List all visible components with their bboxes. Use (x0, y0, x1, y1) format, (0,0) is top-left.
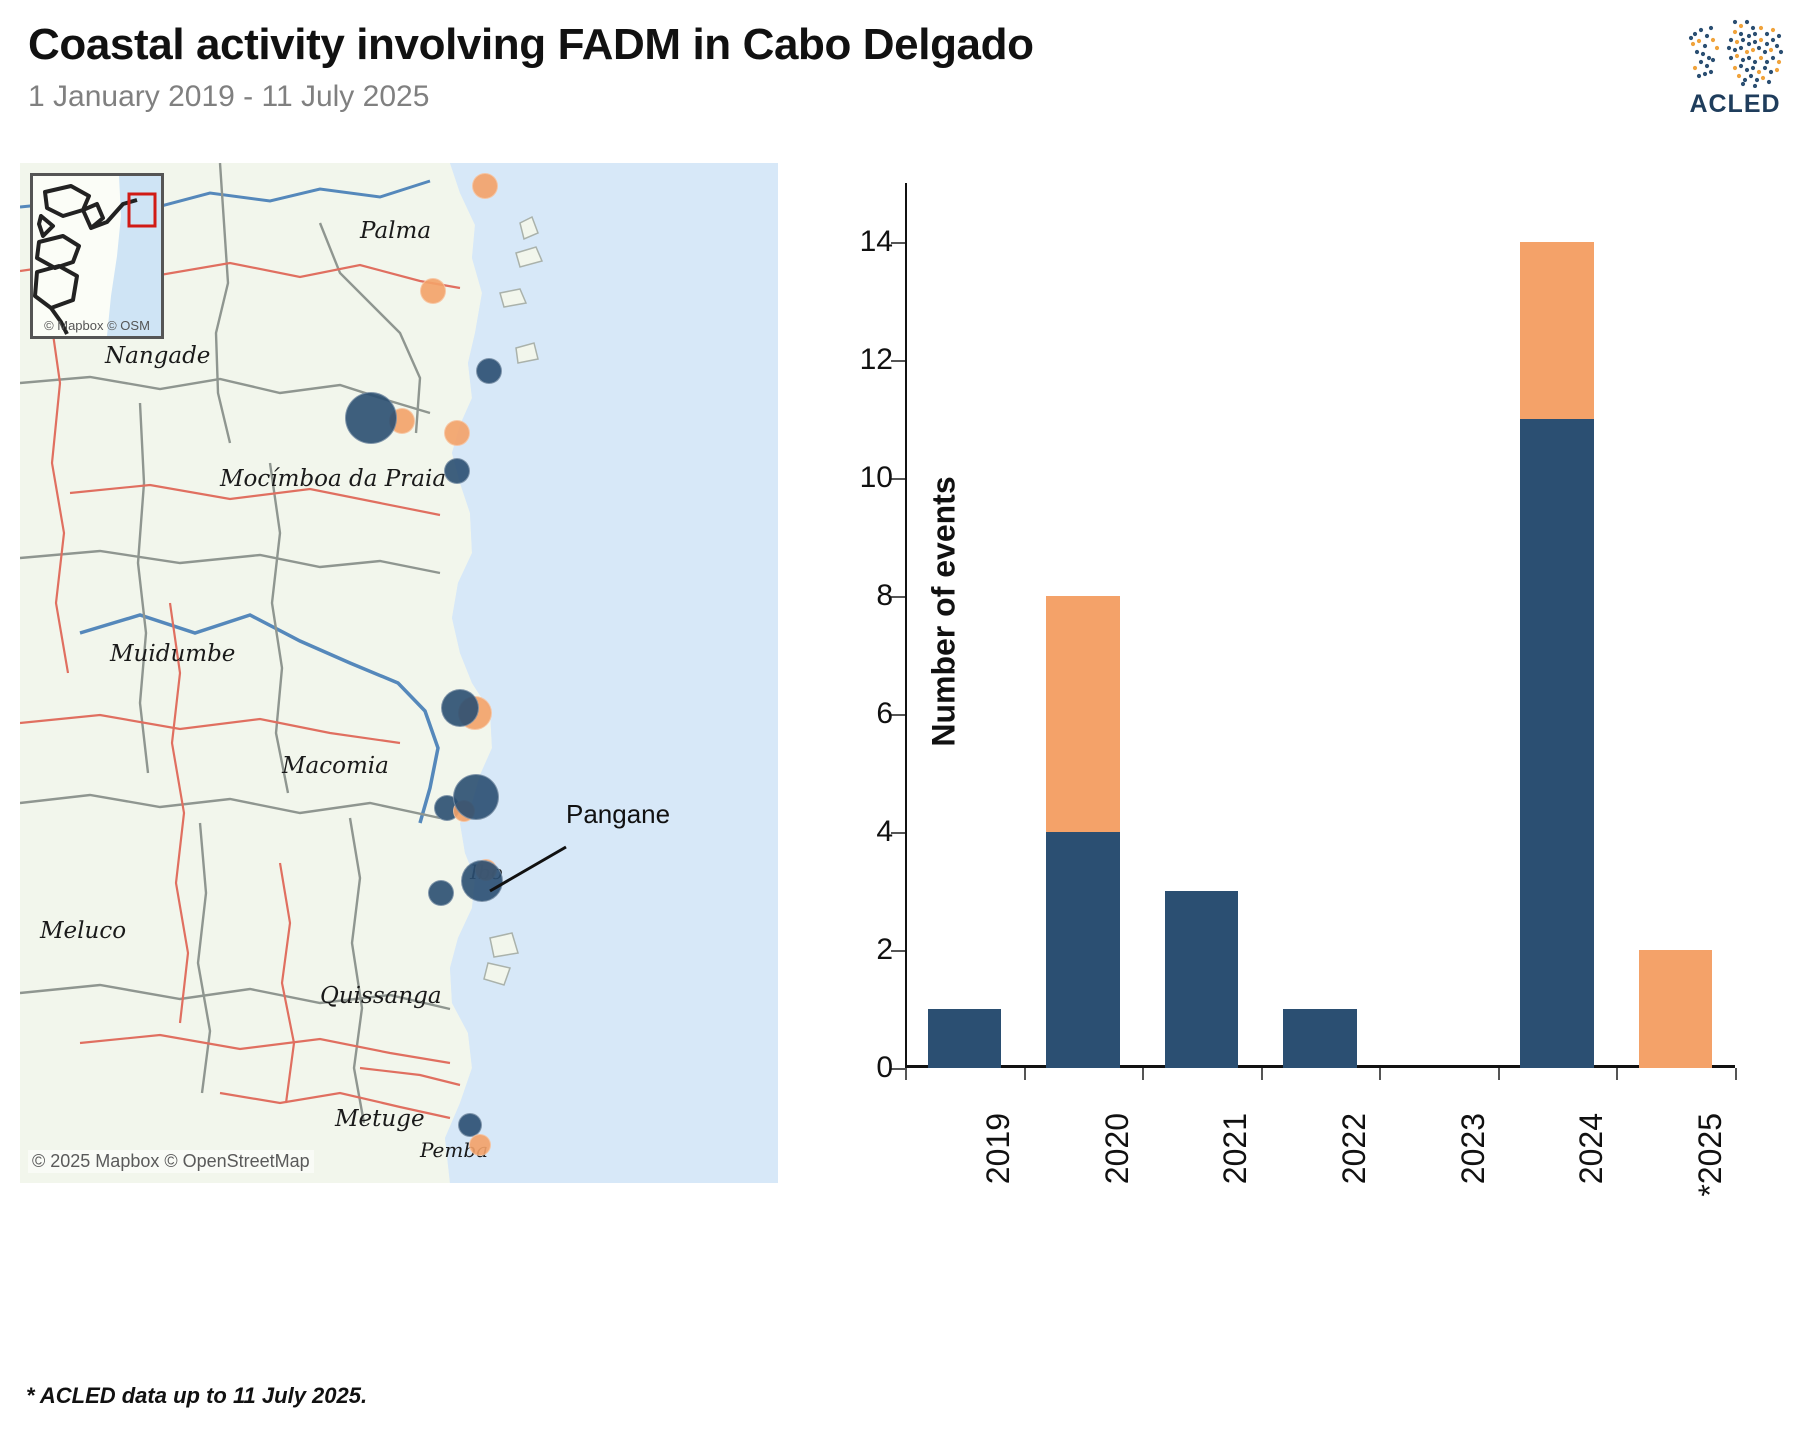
x-tick-label: 2019 (980, 1113, 1017, 1185)
bar-segment (1283, 1009, 1357, 1068)
x-tick-mark (1260, 1068, 1263, 1080)
y-tick-mark (891, 1068, 905, 1070)
map-label-quissanga: Quissanga (320, 983, 442, 1009)
x-tick-mark (1142, 1068, 1145, 1080)
bar-segment (927, 1009, 1002, 1068)
map-marker-other[interactable] (345, 392, 397, 444)
y-tick-mark (891, 360, 905, 362)
map-label-moc-mboa-da-praia: Mocímboa da Praia (220, 466, 447, 492)
x-tick-label: 2023 (1454, 1113, 1491, 1185)
inset-map-shapes (33, 176, 161, 336)
map-attribution: © 2025 Mapbox © OpenStreetMap (28, 1150, 314, 1173)
y-tick-label: 8 (876, 579, 893, 612)
y-tick-mark (891, 950, 905, 952)
y-tick-label: 2 (876, 933, 893, 966)
x-tick-label: 2024 (1573, 1113, 1610, 1185)
bar-segment (1046, 596, 1120, 832)
y-tick-label: 14 (859, 225, 893, 258)
map-marker-civil[interactable] (472, 173, 498, 199)
y-tick-label: 6 (876, 697, 893, 730)
bar-chart-panel: Number of events 0 2 4 6 8 10 12 14 2019 2020 202… (800, 163, 1790, 1393)
bar-segment (1164, 891, 1239, 1068)
page-subtitle: 1 January 2019 - 11 July 2025 (28, 80, 430, 113)
bar-segment (1520, 419, 1594, 1068)
bar-segment (1520, 242, 1594, 419)
map-marker-other[interactable] (461, 860, 503, 902)
map-marker-other[interactable] (453, 774, 499, 820)
acled-globe-dots-icon (1688, 19, 1784, 88)
footnote: * ACLED data up to 11 July 2025. (26, 1383, 368, 1408)
x-tick-mark (1379, 1068, 1382, 1080)
x-tick-mark (1735, 1068, 1737, 1080)
y-tick-mark (891, 596, 905, 598)
map-label-metuge: Metuge (335, 1106, 425, 1132)
bar-segment (1046, 832, 1120, 1068)
map-label-macomia: Macomia (282, 753, 389, 779)
map-label-nangade: Nangade (105, 343, 211, 369)
map-annotation-pangane: Pangane (566, 799, 671, 829)
map-marker-civil[interactable] (469, 1134, 491, 1156)
map-label-meluco: Meluco (40, 918, 127, 944)
map-marker-other[interactable] (444, 458, 470, 484)
map-marker-other[interactable] (458, 1113, 482, 1137)
x-tick-label: 2020 (1098, 1113, 1135, 1185)
map-marker-other[interactable] (428, 880, 454, 906)
acled-logo: ACLED (1675, 14, 1795, 124)
map-marker-civil[interactable] (420, 278, 446, 304)
x-tick-label: 2022 (1336, 1113, 1372, 1185)
map-label-muidumbe: Muidumbe (110, 641, 236, 667)
y-tick-mark (891, 242, 905, 244)
pangane-leader-line (489, 845, 567, 893)
chart-plot-area: 0 2 4 6 8 10 12 14 2019 2020 2021 2022 2023 2024 *202… (860, 183, 1737, 1197)
x-tick-mark (1023, 1068, 1026, 1080)
y-tick-mark (891, 714, 905, 716)
map-marker-other[interactable] (441, 689, 479, 727)
map-panel[interactable]: © Mapbox © OSM Palma Nangade Mocímboa da P… (20, 163, 778, 1183)
y-tick-label: 12 (859, 343, 893, 376)
x-tick-mark (1497, 1068, 1500, 1080)
map-marker-civil[interactable] (444, 420, 470, 446)
y-tick-mark (891, 832, 905, 834)
page-title: Coastal activity involving FADM in Cabo … (28, 20, 1034, 69)
x-tick-label: 2021 (1217, 1113, 1254, 1185)
x-tick-label: *2025 (1691, 1113, 1728, 1197)
map-marker-other[interactable] (476, 358, 502, 384)
y-tick-label: 10 (859, 461, 893, 494)
y-axis-line (905, 183, 907, 1068)
page-header: Coastal activity involving FADM in Cabo … (0, 0, 1800, 140)
x-tick-mark (905, 1068, 907, 1080)
y-tick-label: 4 (876, 815, 893, 848)
y-tick-mark (891, 478, 905, 480)
map-label-palma: Palma (360, 218, 432, 244)
inset-attribution: © Mapbox © OSM (44, 318, 150, 333)
inset-locator-map: © Mapbox © OSM (30, 173, 164, 339)
bar-segment (1638, 950, 1713, 1068)
acled-wordmark: ACLED (1689, 90, 1781, 118)
y-tick-label: 0 (876, 1051, 893, 1084)
x-tick-mark (1616, 1068, 1619, 1080)
